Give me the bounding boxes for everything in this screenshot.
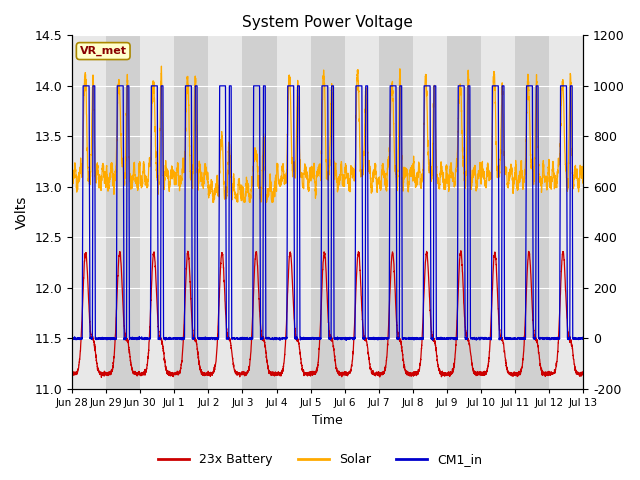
23x Battery [442,371,450,376]
CM1_in [442,336,450,341]
Bar [515,36,549,389]
Legend: 23x Battery, Solar, CM1_in: 23x Battery, Solar, CM1_in [153,448,487,471]
Bar [174,36,209,389]
23x Battery [308,369,316,375]
CM1_in [79,83,87,89]
CM1_in [308,335,316,341]
Line: 23x Battery: 23x Battery [72,251,584,377]
Solar [579,170,587,176]
23x Battery [580,371,588,376]
CM1_in [580,336,588,342]
Bar [310,36,345,389]
Solar [68,183,76,189]
Solar [308,168,316,174]
23x Battery [414,370,422,376]
Bar [345,36,379,389]
Bar [72,36,106,389]
Solar [160,178,168,184]
Bar [549,36,584,389]
Bar [413,36,447,389]
Bar [276,36,310,389]
23x Battery [97,374,105,380]
Solar [157,63,165,69]
Bar [481,36,515,389]
Bar [209,36,243,389]
23x Battery [579,370,587,376]
Title: System Power Voltage: System Power Voltage [243,15,413,30]
CM1_in [342,337,350,343]
Bar [243,36,276,389]
CM1_in [471,336,479,342]
23x Battery [471,371,479,376]
Bar [447,36,481,389]
Y-axis label: Volts: Volts [15,195,29,229]
Text: VR_met: VR_met [80,46,127,56]
Bar [584,36,618,389]
X-axis label: Time: Time [312,414,343,427]
Bar [379,36,413,389]
Solar [580,180,588,185]
Solar [209,199,217,205]
CM1_in [160,336,168,342]
CM1_in [579,336,587,342]
Solar [442,163,450,169]
Solar [471,172,479,178]
Line: CM1_in: CM1_in [72,86,584,340]
CM1_in [414,336,422,341]
23x Battery [68,371,76,377]
23x Battery [160,351,168,357]
Solar [414,174,422,180]
23x Battery [457,248,465,253]
Bar [106,36,140,389]
Line: Solar: Solar [72,66,584,202]
Bar [140,36,174,389]
CM1_in [68,336,76,341]
